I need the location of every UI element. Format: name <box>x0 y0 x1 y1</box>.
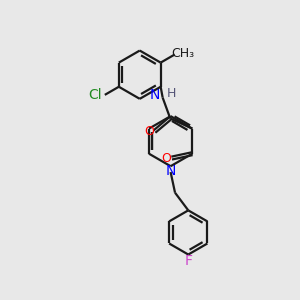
Text: O: O <box>144 125 154 138</box>
Text: O: O <box>161 152 171 165</box>
Text: N: N <box>165 164 176 178</box>
Text: N: N <box>150 88 160 102</box>
Text: Cl: Cl <box>88 88 102 102</box>
Text: H: H <box>167 87 176 100</box>
Text: CH₃: CH₃ <box>171 46 194 60</box>
Text: F: F <box>184 254 192 268</box>
